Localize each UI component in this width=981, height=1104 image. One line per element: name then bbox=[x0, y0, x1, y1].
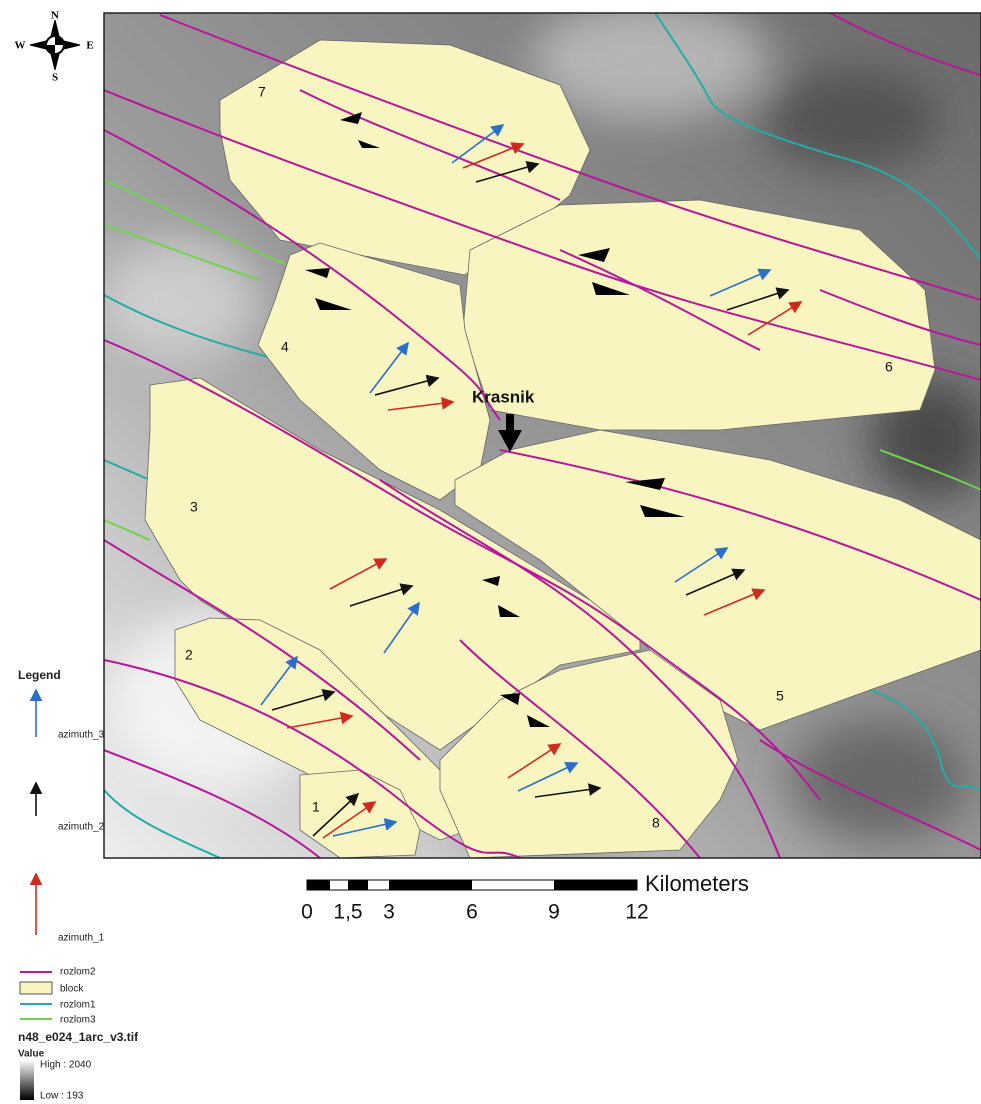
compass-label: N bbox=[51, 10, 59, 22]
block-label: 2 bbox=[185, 647, 193, 663]
place-label: Krasnik bbox=[472, 387, 535, 406]
legend-label: block bbox=[60, 984, 84, 995]
map-shape bbox=[554, 880, 637, 890]
block-label: 3 bbox=[190, 499, 198, 515]
scale-unit: Kilometers bbox=[645, 871, 749, 896]
scale-label: 9 bbox=[548, 901, 560, 924]
scale-label: 0 bbox=[301, 901, 313, 924]
compass-label: S bbox=[52, 72, 58, 84]
compass-label: E bbox=[86, 40, 93, 52]
legend-label: rozlom2 bbox=[60, 967, 96, 978]
map-shape bbox=[790, 720, 970, 840]
block-label: 5 bbox=[776, 688, 784, 704]
scale-label: 6 bbox=[466, 901, 478, 924]
map-shape bbox=[20, 1060, 34, 1100]
compass: N S E W bbox=[15, 10, 94, 84]
legend-label: rozlom1 bbox=[60, 1000, 96, 1011]
compass-label: W bbox=[15, 40, 26, 52]
block-label: 4 bbox=[281, 339, 289, 355]
map-shape bbox=[100, 240, 260, 360]
scale-label: 1,5 bbox=[333, 901, 362, 924]
legend-label: azimuth_1 bbox=[58, 933, 105, 944]
legend-label: High : 2040 bbox=[40, 1060, 92, 1071]
block-label: 8 bbox=[652, 815, 660, 831]
map-shape: 0 1,5 3 6 9 12 bbox=[301, 901, 649, 924]
raster-name: n48_e024_1arc_v3.tif bbox=[18, 1030, 139, 1044]
legend-label: azimuth_2 bbox=[58, 822, 105, 833]
map-frame bbox=[100, 0, 981, 860]
value-title: Value bbox=[18, 1049, 45, 1060]
map-shape bbox=[760, 70, 940, 170]
block-label: 6 bbox=[885, 359, 893, 375]
scale-bar: 0 1,5 3 6 9 12 Kilometers bbox=[301, 871, 749, 924]
map-shape bbox=[20, 982, 52, 994]
scale-label: 12 bbox=[625, 901, 648, 924]
map-shape bbox=[307, 880, 330, 890]
scale-label: 3 bbox=[383, 901, 395, 924]
legend-label: Low : 193 bbox=[40, 1091, 84, 1102]
block-label: 1 bbox=[312, 799, 320, 815]
legend-label: rozlom3 bbox=[60, 1015, 96, 1026]
map-shape bbox=[389, 880, 472, 890]
legend-label: azimuth_3 bbox=[58, 730, 105, 741]
map-page: 1 2 3 4 5 6 7 8 Krasnik N S E W 0 1,5 3 … bbox=[0, 0, 981, 1104]
legend-title: Legend bbox=[18, 668, 61, 682]
map-shape bbox=[348, 880, 368, 890]
block-label: 7 bbox=[258, 84, 266, 100]
